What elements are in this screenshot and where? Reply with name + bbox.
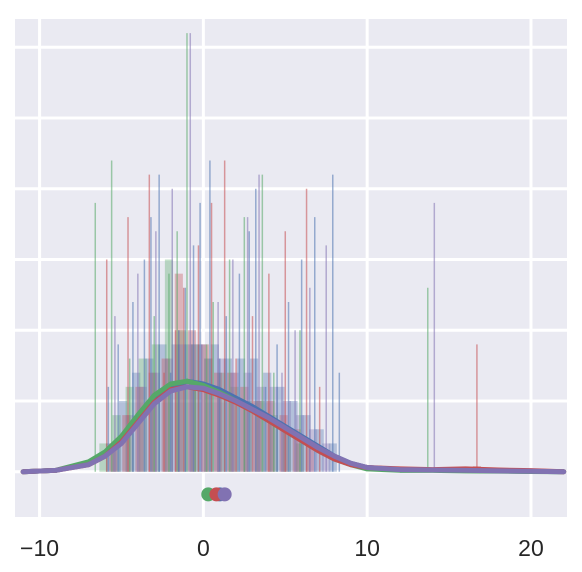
histogram-bar — [112, 443, 121, 472]
histogram-bar — [230, 372, 239, 472]
kde-layer — [20, 378, 567, 475]
histogram-bar — [177, 344, 187, 472]
x-tick-label: −10 — [20, 535, 59, 561]
histogram-bar — [161, 358, 170, 472]
histogram-bar — [217, 372, 226, 472]
histogram-bar — [250, 358, 259, 472]
histogram-bar — [223, 358, 233, 472]
histogram-bar — [109, 443, 118, 472]
histogram-bar — [138, 386, 147, 472]
histogram-bar — [158, 344, 167, 472]
histogram-bar — [184, 344, 193, 472]
histogram-bar — [122, 415, 131, 472]
histogram-bar — [282, 400, 291, 472]
histogram-bar — [266, 400, 275, 472]
histogram-bar — [309, 429, 318, 472]
histogram-bar — [204, 358, 213, 472]
histogram-bar — [135, 386, 144, 472]
x-tick-label-layer: −10 0 10 20 — [20, 535, 544, 561]
kde-curve — [20, 384, 567, 475]
mean-marker-layer — [201, 487, 232, 502]
histogram-bar — [210, 344, 219, 472]
histogram-bar — [282, 429, 291, 472]
x-tick-label: 0 — [197, 535, 210, 561]
histogram-bar — [253, 400, 262, 472]
histogram-bar — [256, 386, 265, 472]
histogram-bar — [148, 372, 157, 472]
histogram-bar — [105, 443, 115, 472]
histogram-bar — [279, 415, 288, 472]
histogram-bar — [230, 386, 239, 472]
histogram-bar — [200, 344, 210, 472]
histogram-bar — [292, 429, 301, 472]
histogram-bar — [187, 330, 196, 472]
x-tick-label: 20 — [518, 535, 544, 561]
histogram-bar — [256, 400, 265, 472]
histogram-bar — [177, 330, 187, 472]
histogram-bar — [236, 358, 246, 472]
histogram-bar — [217, 358, 226, 472]
mean-marker — [217, 487, 232, 502]
histogram-bar — [204, 358, 213, 472]
x-tick-label: 10 — [354, 535, 380, 561]
histogram-bar — [227, 372, 236, 472]
